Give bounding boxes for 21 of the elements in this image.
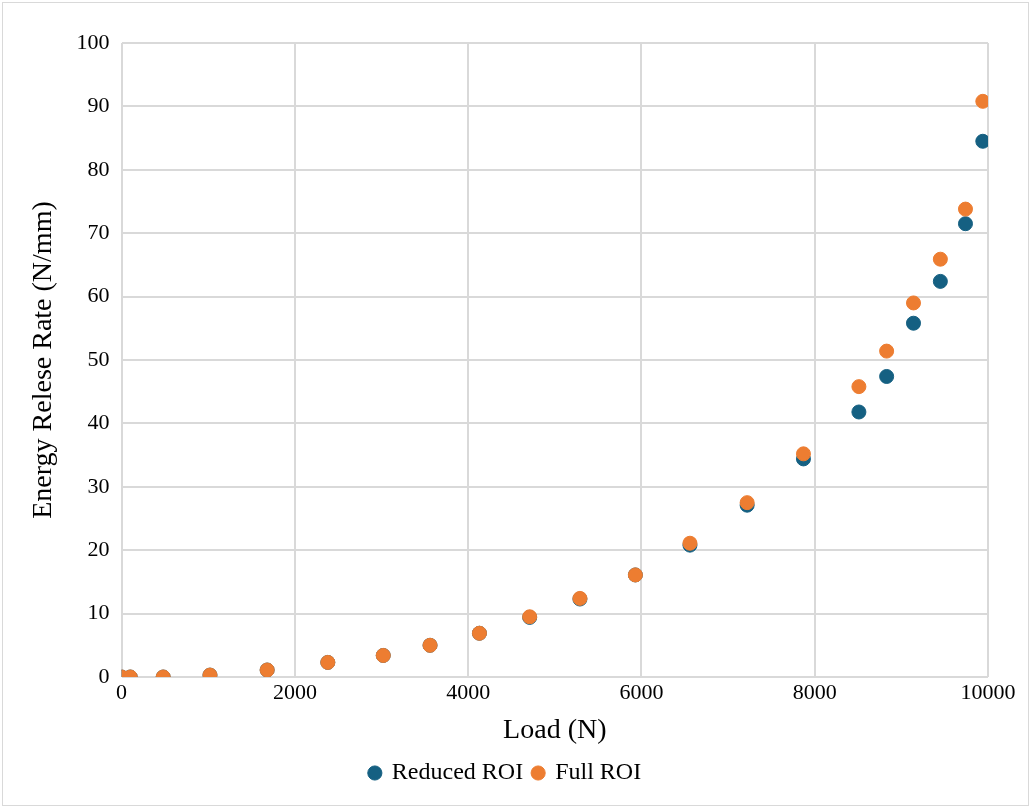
x-tick-label: 0 bbox=[116, 678, 128, 704]
x-axis-title: Load (N) bbox=[503, 712, 607, 744]
y-axis-title: Energy Relese Rate (N/mm) bbox=[26, 201, 58, 519]
y-tick-label: 20 bbox=[87, 535, 110, 561]
y-tick-label: 30 bbox=[87, 472, 110, 498]
x-tick-label: 10000 bbox=[960, 678, 1016, 704]
y-tick-label: 10 bbox=[87, 599, 110, 625]
y-tick-label: 90 bbox=[87, 92, 110, 118]
x-tick-label: 8000 bbox=[792, 678, 837, 704]
y-tick-label: 40 bbox=[87, 409, 110, 435]
y-tick-label: 100 bbox=[76, 28, 110, 54]
y-tick-label: 80 bbox=[87, 155, 110, 181]
y-tick-label: 70 bbox=[87, 218, 110, 244]
y-tick-label: 50 bbox=[87, 345, 110, 371]
y-tick-label: 0 bbox=[98, 662, 110, 688]
legend-label: Full ROI bbox=[555, 758, 642, 785]
x-tick-label: 6000 bbox=[619, 678, 664, 704]
x-tick-label: 4000 bbox=[446, 678, 491, 704]
x-tick-label: 2000 bbox=[272, 678, 317, 704]
legend-label: Reduced ROI bbox=[391, 758, 524, 785]
y-tick-label: 60 bbox=[87, 282, 110, 308]
